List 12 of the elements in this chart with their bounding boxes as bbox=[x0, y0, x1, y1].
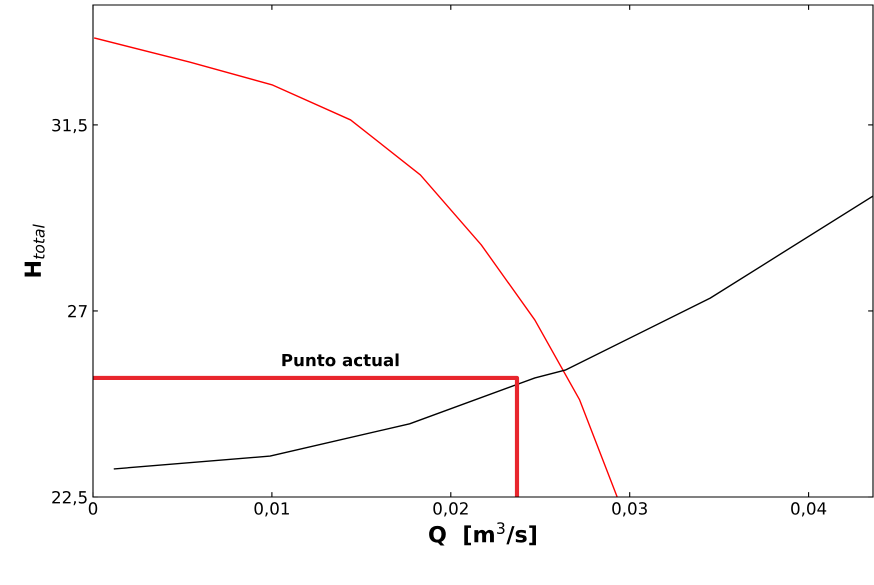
x-tick-label: 0,01 bbox=[254, 502, 289, 516]
x-tick-label: 0,02 bbox=[433, 502, 468, 516]
y-tick-label: 22,5 bbox=[52, 490, 87, 506]
y-axis-title: H$_{total}$ bbox=[24, 224, 45, 277]
x-tick-label: 0,03 bbox=[612, 502, 647, 516]
annotation: Punto actual bbox=[282, 353, 399, 366]
x-tick-label: 0 bbox=[88, 502, 98, 515]
line-series bbox=[94, 37, 618, 497]
y-tick-label: 31,5 bbox=[52, 118, 87, 134]
x-axis-title: Q [m$^{3}$/s] bbox=[429, 522, 536, 546]
x-tick-label: 0,04 bbox=[791, 502, 826, 516]
y-tick-label: 27 bbox=[68, 304, 87, 318]
